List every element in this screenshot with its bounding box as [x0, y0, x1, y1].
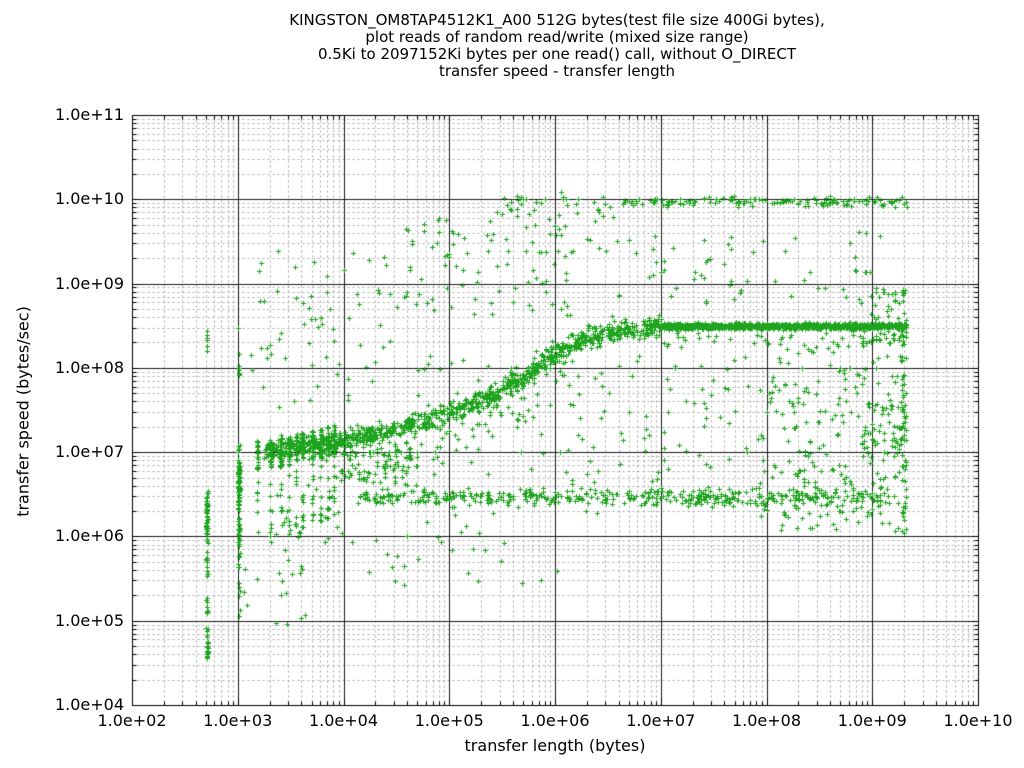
y-tick-label: 1.0e+10	[54, 189, 124, 209]
y-tick-label: 1.0e+06	[54, 526, 124, 546]
x-tick-label: 1.0e+05	[414, 711, 484, 730]
x-tick-label: 1.0e+06	[520, 711, 590, 730]
title-line-4: transfer speed - transfer length	[438, 62, 676, 80]
x-tick-label: 1.0e+08	[731, 711, 802, 730]
y-tick-label: 1.0e+09	[54, 273, 124, 293]
title-line-1: KINGSTON_OM8TAP4512K1_A00 512G bytes(tes…	[289, 11, 825, 29]
y-tick-label: 1.0e+07	[54, 442, 124, 462]
x-tick-label: 1.0e+03	[203, 711, 273, 730]
x-tick-label: 1.0e+09	[837, 711, 907, 730]
x-tick-label: 1.0e+10	[943, 711, 1013, 730]
y-tick-label: 1.0e+05	[54, 610, 124, 630]
title-line-3: 0.5Ki to 2097152Ki bytes per one read() …	[317, 45, 797, 63]
y-tick-label: 1.0e+04	[54, 695, 124, 714]
plot-title: KINGSTON_OM8TAP4512K1_A00 512G bytes(tes…	[90, 12, 1024, 80]
y-tick-label: 1.0e+11	[54, 105, 124, 124]
x-tick-label: 1.0e+02	[97, 711, 167, 730]
x-axis-label: transfer length (bytes)	[464, 736, 646, 755]
y-tick-label: 1.0e+08	[54, 357, 124, 377]
x-tick-label: 1.0e+04	[308, 711, 379, 730]
title-line-2: plot reads of random read/write (mixed s…	[365, 28, 749, 46]
x-tick-label: 1.0e+07	[626, 711, 696, 730]
